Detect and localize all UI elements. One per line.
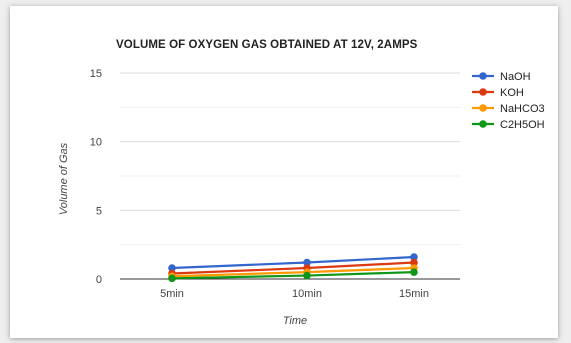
y-tick-label: 15 [90, 68, 102, 80]
x-axis-label: Time [283, 315, 307, 327]
y-tick-label: 10 [90, 137, 102, 149]
data-point-naoh [168, 264, 176, 272]
y-axis-label: Volume of Gas [58, 142, 70, 215]
chart-title: VOLUME OF OXYGEN GAS OBTAINED AT 12V, 2A… [116, 39, 418, 51]
x-tick-label: 15min [399, 288, 429, 300]
x-axis-ticks: 5min 10min 15min [160, 288, 429, 300]
legend-swatch-marker [479, 120, 487, 128]
legend-item-koh: KOH [472, 87, 524, 99]
data-point-koh [410, 258, 418, 267]
legend-label: C2H5OH [500, 119, 545, 131]
legend-item-nahco3: NaHCO3 [472, 103, 545, 115]
series-lines [168, 253, 418, 283]
legend: NaOH KOH NaHCO3 C2H5OH [472, 71, 545, 131]
y-axis-ticks: 0 5 10 15 [90, 68, 102, 286]
legend-swatch-marker [479, 72, 487, 80]
legend-item-naoh: NaOH [472, 71, 531, 83]
data-point-c2h5oh [168, 274, 176, 283]
data-point-naoh [303, 258, 311, 267]
legend-label: KOH [500, 87, 524, 99]
x-tick-label: 10min [292, 288, 322, 300]
chart-card [10, 6, 558, 338]
legend-item-c2h5oh: C2H5OH [472, 119, 545, 131]
data-point-naoh [410, 253, 418, 261]
gridlines [120, 72, 460, 246]
legend-label: NaHCO3 [500, 103, 545, 115]
legend-swatch-marker [479, 88, 487, 96]
data-point-c2h5oh [303, 271, 311, 280]
legend-label: NaOH [500, 71, 531, 83]
y-tick-label: 5 [96, 205, 102, 217]
series-line-naoh [171, 255, 415, 270]
legend-swatch-marker [479, 104, 487, 112]
x-tick-label: 5min [160, 288, 184, 300]
data-point-c2h5oh [410, 268, 418, 276]
y-tick-label: 0 [96, 274, 102, 286]
